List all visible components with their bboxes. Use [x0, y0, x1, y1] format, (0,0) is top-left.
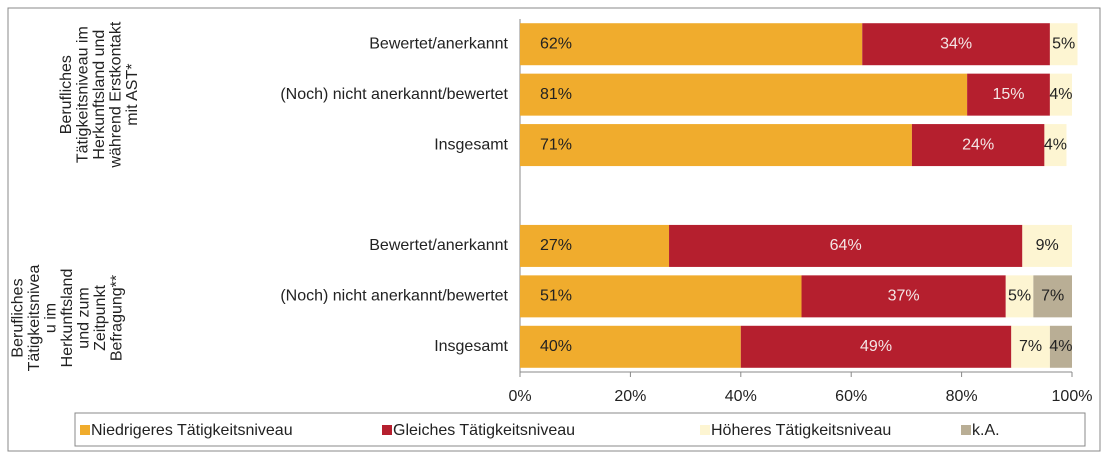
group-label: Tätigkeitsniveau im — [75, 26, 92, 163]
group-label: mit AST* — [124, 64, 141, 126]
bar-segment — [1022, 224, 1072, 267]
group-label: Herkunftsland — [59, 269, 76, 368]
value-label: 49% — [860, 338, 892, 355]
group-label: während Erstkontakt — [108, 21, 125, 168]
legend-label: k.A. — [972, 422, 1000, 439]
value-label: 9% — [1036, 237, 1059, 254]
bar-segment — [1005, 275, 1034, 318]
value-label: 24% — [962, 136, 994, 153]
legend-label: Höheres Tätigkeitsniveau — [711, 422, 891, 439]
value-label: 64% — [830, 237, 862, 254]
bar-segment — [669, 224, 1023, 267]
bar-segment — [801, 275, 1006, 318]
category-label: Bewertet/anerkannt — [369, 237, 508, 254]
bar-segment — [1011, 325, 1050, 368]
legend-label: Niedrigeres Tätigkeitsniveau — [91, 422, 293, 439]
legend-swatch — [382, 425, 392, 435]
legend-swatch — [700, 425, 710, 435]
category-label: Insgesamt — [434, 136, 508, 153]
value-label: 27% — [540, 237, 572, 254]
legend-frame — [74, 412, 1086, 447]
group-label: Herkunftsland und — [91, 30, 108, 160]
group-label: Berufliches — [58, 55, 75, 134]
bar-segment — [1049, 325, 1072, 368]
category-label: (Noch) nicht anerkannt/bewertet — [280, 86, 508, 103]
value-label: 7% — [1019, 338, 1042, 355]
x-tick-label: 80% — [946, 388, 978, 405]
bar-segment — [1049, 73, 1072, 116]
group-label: u im — [43, 303, 60, 333]
group-label: Berufliches — [10, 278, 27, 357]
bar-segment — [520, 73, 968, 116]
value-label: 34% — [940, 35, 972, 52]
legend-swatch — [80, 425, 90, 435]
bar-segment — [862, 23, 1050, 66]
value-label: 81% — [540, 86, 572, 103]
bar-segment — [1044, 124, 1067, 167]
value-label: 4% — [1049, 338, 1072, 355]
x-tick-label: 60% — [835, 388, 867, 405]
x-tick-label: 100% — [1052, 388, 1093, 405]
group-label: Tätigkeitsnivea — [26, 265, 43, 372]
value-label: 40% — [540, 338, 572, 355]
bar-segment — [740, 325, 1012, 368]
value-label: 51% — [540, 288, 572, 305]
x-tick-label: 20% — [614, 388, 646, 405]
bar-segment — [1049, 23, 1078, 66]
legend-swatch — [961, 425, 971, 435]
value-label: 4% — [1044, 136, 1067, 153]
category-label: (Noch) nicht anerkannt/bewertet — [280, 288, 508, 305]
bar-segment — [1033, 275, 1072, 318]
category-label: Bewertet/anerkannt — [369, 35, 508, 52]
value-label: 7% — [1041, 288, 1064, 305]
value-label: 62% — [540, 35, 572, 52]
legend-label: Gleiches Tätigkeitsniveau — [393, 422, 575, 439]
bar-segment — [967, 73, 1050, 116]
group-label: Befragung** — [109, 275, 126, 361]
bar-segment — [520, 124, 912, 167]
x-tick-label: 0% — [508, 388, 531, 405]
group-label: und zum — [76, 287, 93, 348]
value-label: 71% — [540, 136, 572, 153]
value-label: 5% — [1008, 288, 1031, 305]
value-label: 15% — [993, 86, 1025, 103]
bar-segment — [911, 124, 1045, 167]
value-label: 4% — [1049, 86, 1072, 103]
value-label: 37% — [888, 288, 920, 305]
bar-segment — [520, 23, 863, 66]
bar-segment — [520, 325, 741, 368]
bar-segment — [520, 224, 670, 267]
group-label: Zeitpunkt — [92, 285, 109, 351]
chart-frame — [7, 7, 1101, 452]
category-label: Insgesamt — [434, 338, 508, 355]
bar-segment — [520, 275, 802, 318]
x-tick-label: 40% — [725, 388, 757, 405]
value-label: 5% — [1052, 35, 1075, 52]
